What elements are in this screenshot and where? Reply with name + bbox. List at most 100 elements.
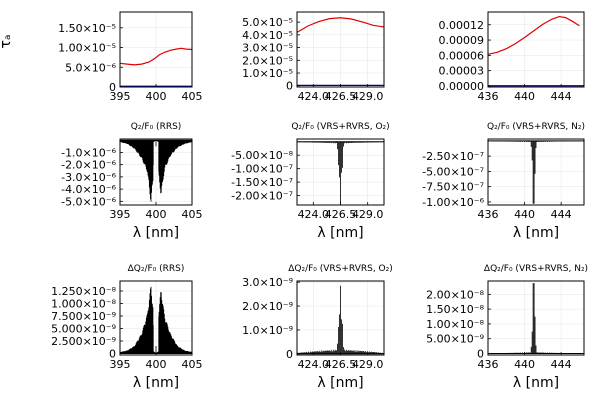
y-tick-label: -2.50×10⁻⁷	[422, 150, 484, 163]
x-tick-label: 395	[110, 358, 131, 371]
y-tick-label: -3.0×10⁻⁶	[61, 171, 116, 184]
y-tick-label: -2.00×10⁻⁷	[231, 190, 293, 203]
x-tick-label: 440	[514, 208, 535, 221]
y-tick-label: 0.00012	[439, 19, 485, 32]
x-tick-label: 429.0	[352, 90, 384, 103]
series-0-p12	[296, 17, 385, 33]
x-axis-label: λ [nm]	[133, 375, 179, 391]
y-tick-label: 5.000×10⁻⁹	[51, 323, 116, 336]
y-tick-label: 7.500×10⁻⁹	[51, 310, 116, 323]
y-tick-label: 0	[286, 348, 293, 361]
y-tick-label: 3.0×10⁻⁹	[242, 276, 293, 289]
y-tick-label: 1.000×10⁻⁸	[51, 298, 117, 311]
x-tick-label: 444	[551, 208, 572, 221]
y-tick-label: -5.0×10⁻⁶	[61, 195, 116, 208]
panel-p13: 436 440 444 0.00000 0.00003 0.00006 0.00009 0.0…	[439, 11, 585, 103]
y-tick-label: 0.00009	[439, 34, 485, 47]
panel-p11: 395 400 405 0 5.0×10⁻⁶ 1.00×10⁻⁵ 1.50×10⁻⁵ τₐ	[0, 11, 203, 103]
y-tick-label: 2.0×10⁻⁵	[242, 54, 293, 67]
y-tick-label: 5.0×10⁻⁵	[242, 16, 293, 29]
x-tick-label: 426.5	[325, 358, 357, 371]
y-tick-label: 1.0×10⁻⁹	[242, 324, 293, 337]
panel-p33: 436 440 444 0 5.00×10⁻⁹ 1.00×10⁻⁸ 1.50×10⁻⁸ 2.0…	[426, 264, 588, 391]
x-tick-label: 436	[478, 358, 499, 371]
x-tick-label: 405	[182, 90, 203, 103]
y-tick-label: 0.00000	[439, 80, 485, 93]
x-tick-label: 444	[551, 358, 572, 371]
y-tick-label: 1.00×10⁻⁵	[58, 42, 116, 55]
x-tick-label: 405	[182, 208, 203, 221]
y-tick-label: 4.0×10⁻⁵	[242, 29, 293, 42]
y-tick-label: 0.00006	[439, 49, 485, 62]
spectrum-series-p23	[487, 140, 585, 204]
x-tick-label: 395	[110, 208, 131, 221]
x-tick-label: 400	[146, 208, 167, 221]
y-tick-label: 5.0×10⁻⁶	[65, 61, 117, 74]
y-tick-label: 1.50×10⁻⁸	[426, 303, 485, 316]
spectrum-series-p33	[487, 283, 585, 354]
x-tick-label: 395	[110, 90, 131, 103]
x-tick-label: 400	[146, 358, 167, 371]
panel-p31: 395 400 405 02.500×10⁻⁹5.000×10⁻⁹7.500×10⁻⁹…	[51, 264, 202, 391]
y-tick-label: -2.0×10⁻⁶	[61, 159, 116, 172]
y-axis-label: τₐ	[0, 35, 14, 49]
plot-frame	[487, 11, 585, 88]
x-tick-label: 440	[514, 358, 535, 371]
x-tick-label: 436	[478, 90, 499, 103]
y-tick-label: 0	[109, 348, 116, 361]
y-tick-label: 2.00×10⁻⁸	[426, 288, 485, 301]
plot-frame	[487, 280, 585, 356]
y-tick-label: -7.50×10⁻⁷	[422, 181, 484, 194]
spectrum-series-p22	[296, 141, 385, 205]
x-axis-label: λ [nm]	[317, 225, 363, 241]
x-tick-label: 424.0	[298, 208, 330, 221]
x-axis-label: λ [nm]	[317, 375, 363, 391]
y-tick-label: -5.00×10⁻⁷	[422, 165, 484, 178]
y-tick-label: 1.0×10⁻⁵	[242, 67, 293, 80]
x-axis-label: λ [nm]	[133, 225, 179, 241]
panel-title: ΔQ₂/F₀ (VRS+RVRS, N₂)	[484, 264, 588, 274]
y-tick-label: -4.0×10⁻⁶	[61, 183, 116, 196]
y-tick-label: -1.00×10⁻⁶	[422, 196, 484, 209]
y-tick-label: -1.00×10⁻⁷	[231, 163, 293, 176]
x-tick-label: 429.0	[352, 208, 384, 221]
plot-frame	[487, 138, 585, 206]
y-tick-label: 1.250×10⁻⁸	[51, 285, 117, 298]
series-0-p11	[119, 47, 193, 66]
spectrum-series-p32	[296, 285, 385, 354]
series-0-p13	[487, 15, 580, 55]
panel-p23: 436 440 444 -2.50×10⁻⁷ -5.00×10⁻⁷ -7.50×10⁻⁷ -…	[422, 122, 585, 241]
x-tick-label: 444	[551, 90, 572, 103]
x-tick-label: 424.0	[298, 358, 330, 371]
x-tick-label: 436	[478, 208, 499, 221]
y-tick-label: 1.50×10⁻⁵	[58, 22, 116, 35]
x-tick-label: 440	[514, 90, 535, 103]
panel-title: Q₂/F₀ (RRS)	[131, 122, 182, 132]
y-tick-label: 1.00×10⁻⁸	[426, 318, 485, 331]
x-tick-label: 400	[146, 90, 167, 103]
y-tick-label: 0	[109, 81, 116, 94]
y-tick-label: -1.0×10⁻⁶	[61, 146, 116, 159]
y-tick-label: 0	[477, 348, 484, 361]
y-tick-label: 5.00×10⁻⁹	[426, 333, 484, 346]
panel-title: Q₂/F₀ (VRS+RVRS, O₂)	[291, 122, 389, 132]
x-axis-label: λ [nm]	[513, 375, 559, 391]
y-tick-label: 2.0×10⁻⁹	[242, 300, 293, 313]
x-tick-label: 426.5	[325, 90, 357, 103]
x-tick-label: 426.5	[325, 208, 357, 221]
y-tick-label: -1.50×10⁻⁷	[231, 176, 293, 189]
panel-title: Q₂/F₀ (VRS+RVRS, N₂)	[487, 122, 585, 132]
panel-title: ΔQ₂/F₀ (RRS)	[128, 264, 185, 274]
panel-p21: 395 400 405 -1.0×10⁻⁶-2.0×10⁻⁶-3.0×10⁻⁶-4.0…	[61, 122, 202, 241]
y-tick-label: -5.00×10⁻⁸	[231, 149, 293, 162]
x-axis-label: λ [nm]	[513, 225, 559, 241]
y-tick-label: 3.0×10⁻⁵	[242, 42, 293, 55]
y-tick-label: 0.00003	[439, 65, 485, 78]
panel-title: ΔQ₂/F₀ (VRS+RVRS, O₂)	[288, 264, 393, 274]
x-tick-label: 405	[182, 358, 203, 371]
y-tick-label: 0	[286, 80, 293, 93]
